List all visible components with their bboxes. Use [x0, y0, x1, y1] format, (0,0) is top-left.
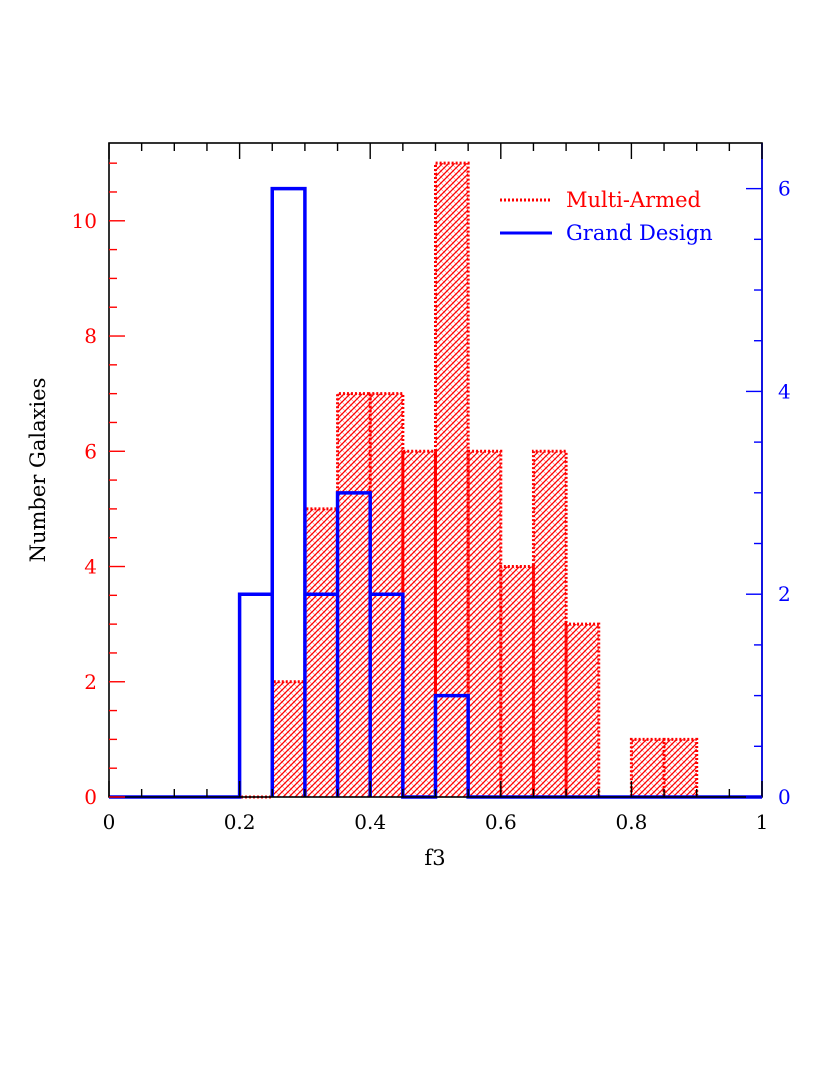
x-axis-title: f3	[424, 846, 445, 870]
legend: Multi-Armed Grand Design	[500, 188, 713, 245]
x-tick-label: 0.6	[485, 810, 517, 834]
y-axis-title: Number Galaxies	[26, 378, 50, 563]
y-left-tick-label: 2	[84, 670, 97, 694]
y-left-tick-label: 8	[84, 324, 97, 348]
grand-design-bar	[240, 594, 273, 797]
y-right-tick-label: 0	[778, 785, 791, 809]
y-left-tick-label: 0	[84, 785, 97, 809]
y-left-tick-label: 6	[84, 439, 97, 463]
multi-armed-bar	[631, 739, 665, 797]
y-left-tick-label: 4	[84, 555, 97, 579]
multi-armed-series	[109, 161, 762, 799]
multi-armed-bar	[566, 624, 599, 797]
legend-label-grand-design: Grand Design	[566, 221, 713, 245]
multi-armed-outline	[109, 161, 762, 799]
multi-armed-bar	[337, 393, 371, 797]
legend-label-multi-armed: Multi-Armed	[566, 188, 701, 212]
x-tick-label: 0.8	[615, 810, 647, 834]
multi-armed-bar	[304, 508, 338, 797]
multi-armed-bar	[468, 451, 501, 797]
grand-design-series	[109, 186, 762, 799]
x-tick-label: 0.4	[354, 810, 386, 834]
multi-armed-bar	[664, 739, 697, 797]
multi-armed-bar	[533, 451, 567, 797]
grand-design-outline	[109, 186, 762, 799]
y-right-tick-label: 2	[778, 582, 791, 606]
x-tick-label: 1	[756, 810, 769, 834]
y-left-tick-label: 10	[72, 209, 97, 233]
x-tick-label: 0	[103, 810, 116, 834]
x-tick-label: 0.2	[224, 810, 256, 834]
multi-armed-bar	[500, 566, 534, 797]
y-right-tick-label: 6	[778, 177, 791, 201]
multi-armed-bar	[435, 163, 469, 797]
multi-armed-bar	[402, 451, 436, 797]
multi-armed-bar	[272, 681, 305, 797]
y-right-tick-label: 4	[778, 379, 791, 403]
